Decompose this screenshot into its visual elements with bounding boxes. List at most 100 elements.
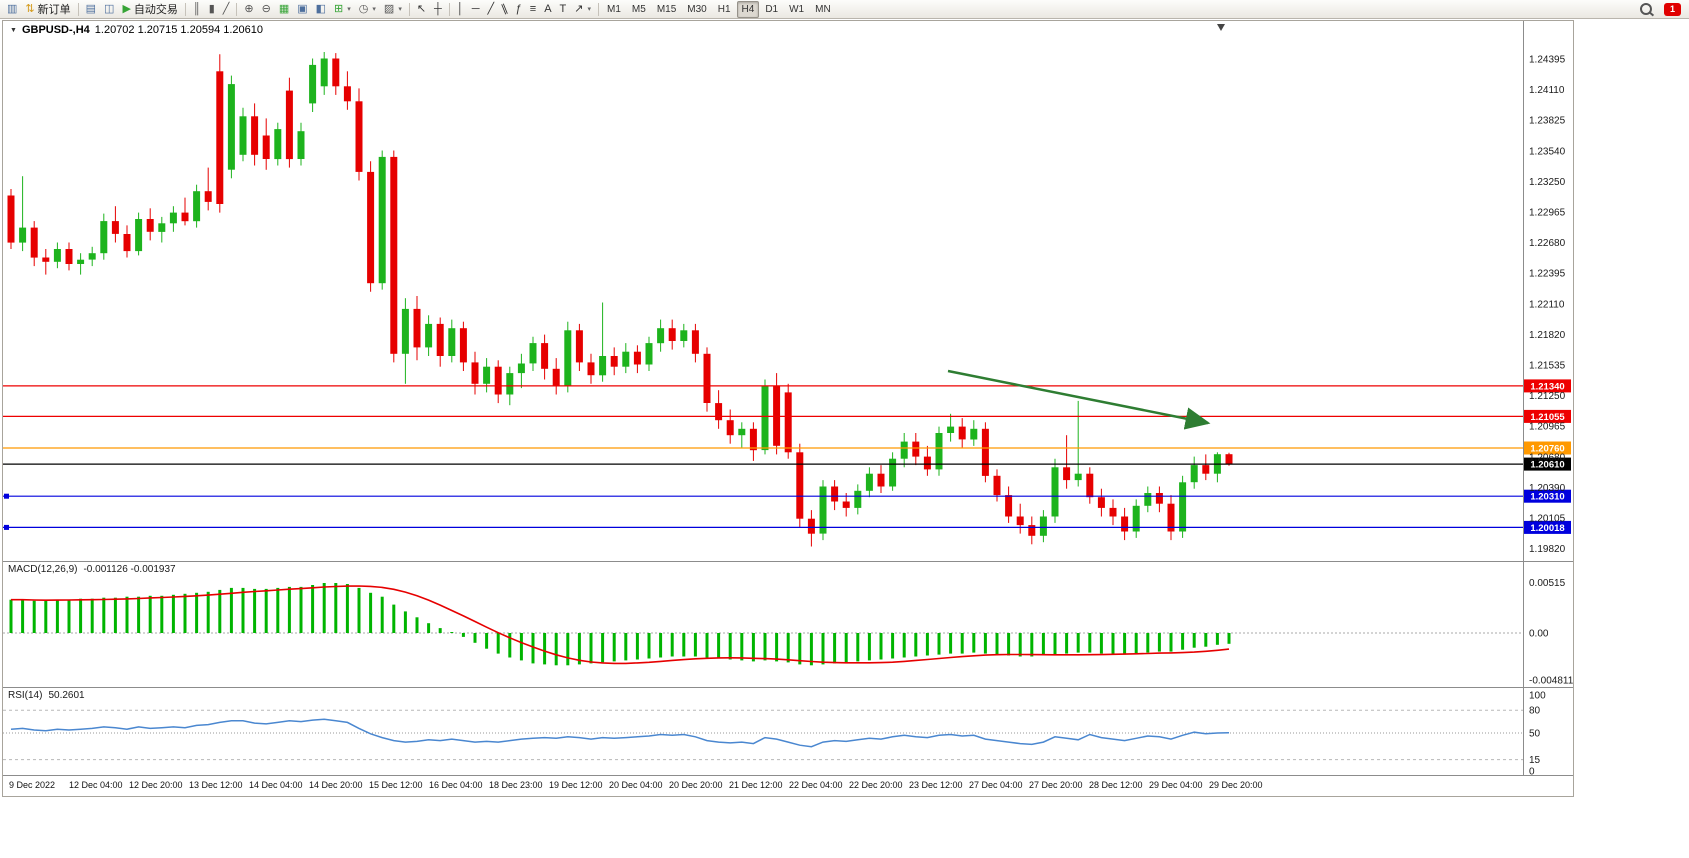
date-label: 22 Dec 20:00: [849, 780, 903, 790]
candle-body: [819, 486, 827, 534]
rsi-line: [10, 718, 1230, 748]
candle-body: [309, 64, 317, 104]
text-button[interactable]: A: [540, 0, 555, 18]
price-badge-label: 1.20610: [1530, 460, 1564, 471]
level-handle[interactable]: [4, 493, 9, 499]
price-badge: [1524, 409, 1571, 423]
chart-canvas[interactable]: 1.21340 1.21055 1.20760 1.20610 1.20310 1.200…: [3, 21, 1573, 796]
zoom-in-button[interactable]: ⊕: [240, 0, 257, 18]
vertical-line-button[interactable]: │: [453, 0, 468, 18]
rsi-name: RSI(14): [8, 690, 43, 701]
new-chart-icon: ▥: [7, 2, 18, 15]
date-label: 16 Dec 04:00: [429, 780, 483, 790]
timeframe-M5[interactable]: M5: [631, 3, 646, 15]
candle-body: [204, 191, 212, 202]
indicators-button[interactable]: ⊞ ▾: [330, 0, 355, 18]
templates-dropdown-icon: ▾: [398, 6, 402, 13]
chart-shift-marker[interactable]: [1217, 24, 1225, 31]
timeframe-H4[interactable]: H4: [736, 0, 760, 18]
candle-body: [401, 308, 409, 354]
zoom-out-button[interactable]: ⊖: [258, 0, 275, 18]
toolbar-separator: [448, 2, 450, 16]
candle-body: [413, 308, 421, 348]
timeframe-M15[interactable]: M15: [656, 3, 677, 15]
candle-body: [448, 328, 456, 356]
notification-badge[interactable]: 1: [1664, 2, 1681, 16]
chart-bars-button[interactable]: ║: [189, 0, 205, 18]
horizontal-line-button[interactable]: ─: [468, 0, 484, 18]
candle-body: [575, 330, 583, 363]
timeframe-M1[interactable]: M1: [607, 3, 621, 15]
candle-body: [784, 392, 792, 453]
rsi-tick-label: 0: [1529, 767, 1535, 778]
autotrading-button[interactable]: ▶ 自动交易: [118, 0, 181, 18]
candle-body: [657, 328, 665, 344]
candle-body: [923, 456, 931, 470]
fibonacci-button[interactable]: ƒ: [512, 0, 526, 18]
crosshair-button[interactable]: ┼: [430, 0, 446, 18]
candle-body: [738, 428, 746, 436]
price-badge: [1524, 520, 1571, 534]
new-chart-button[interactable]: ▥: [3, 0, 21, 18]
toolbar-separator: [77, 2, 79, 16]
price-tick-label: 1.23250: [1529, 177, 1566, 188]
candle-body: [1039, 516, 1047, 536]
macd-tick-label: -0.004811: [1529, 676, 1573, 687]
search-button[interactable]: [1636, 0, 1656, 18]
alerts-button[interactable]: ◫: [100, 0, 118, 18]
candle-body: [227, 84, 235, 170]
templates-button[interactable]: ▨ ▾: [380, 0, 406, 18]
candle-body: [645, 343, 653, 365]
arrange-windows-icon: ◧: [315, 2, 327, 15]
zoom-out-icon: ⊖: [261, 2, 271, 15]
cursor-button[interactable]: ↖: [413, 0, 430, 18]
level-handle[interactable]: [4, 524, 9, 530]
candle-body: [1074, 473, 1082, 481]
candle-body: [680, 330, 688, 341]
candle-body: [88, 253, 96, 260]
candle-body: [378, 156, 386, 284]
chart-candles-icon: ▮: [208, 2, 215, 15]
profiles-button[interactable]: ▤: [82, 0, 100, 18]
candle-body: [216, 71, 224, 204]
price-badge: [1524, 457, 1571, 471]
candle-body: [1063, 467, 1071, 481]
text-label-button[interactable]: T: [556, 0, 571, 18]
channel-icon: ∥: [499, 1, 510, 16]
candle-body: [947, 426, 955, 433]
timeframe-MN[interactable]: MN: [815, 3, 831, 15]
periods-button[interactable]: ◷ ▾: [355, 0, 380, 18]
text-label-icon: T: [559, 2, 567, 15]
timeframe-M30[interactable]: M30: [687, 3, 707, 15]
timeframe-H1[interactable]: H1: [717, 3, 731, 15]
candle-body: [1005, 495, 1013, 517]
chart-candles-button[interactable]: ▮: [205, 0, 219, 18]
trend-arrow[interactable]: [947, 369, 1211, 430]
channel-button[interactable]: ∥: [498, 0, 512, 18]
toolbar-separator: [236, 2, 238, 16]
cascade-windows-button[interactable]: ▣: [293, 0, 311, 18]
alerts-icon: ◫: [104, 2, 115, 15]
new-order-button[interactable]: ⇅ 新订单: [21, 0, 74, 18]
chart-window[interactable]: ▼ GBPUSD-,H4 1.20702 1.20715 1.20594 1.2…: [2, 20, 1574, 797]
toolbar-right-group: 1: [1636, 0, 1686, 18]
price-badge: [1524, 441, 1571, 455]
shapes-button[interactable]: ≡: [526, 0, 540, 18]
arrange-windows-button[interactable]: ◧: [312, 0, 330, 18]
price-tick-label: 1.22395: [1529, 269, 1566, 280]
candle-body: [622, 351, 630, 367]
candle-body: [274, 129, 282, 160]
trendline-button[interactable]: ╱: [484, 0, 499, 18]
timeframe-W1[interactable]: W1: [789, 3, 805, 15]
date-label: 20 Dec 20:00: [669, 780, 723, 790]
candle-body: [842, 501, 850, 508]
macd-values: -0.001126 -0.001937: [83, 564, 176, 575]
arrows-button[interactable]: ↗ ▾: [570, 0, 595, 18]
candle-body: [390, 156, 398, 354]
chart-line-button[interactable]: ╱: [219, 0, 234, 18]
candle-body: [935, 433, 943, 470]
rsi-tick-label: 80: [1529, 706, 1541, 717]
search-icon: [1640, 3, 1652, 15]
timeframe-D1[interactable]: D1: [765, 3, 779, 15]
tile-windows-button[interactable]: ▦: [275, 0, 293, 18]
